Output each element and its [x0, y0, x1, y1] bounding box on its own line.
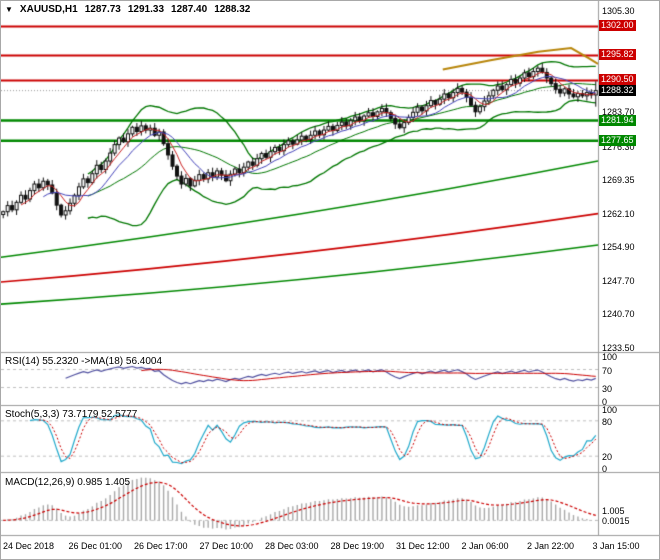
price-chart-canvas[interactable] — [1, 1, 659, 559]
trading-chart-window: ▼ XAUUSD,H1 1287.73 1291.33 1287.40 1288… — [0, 0, 660, 560]
